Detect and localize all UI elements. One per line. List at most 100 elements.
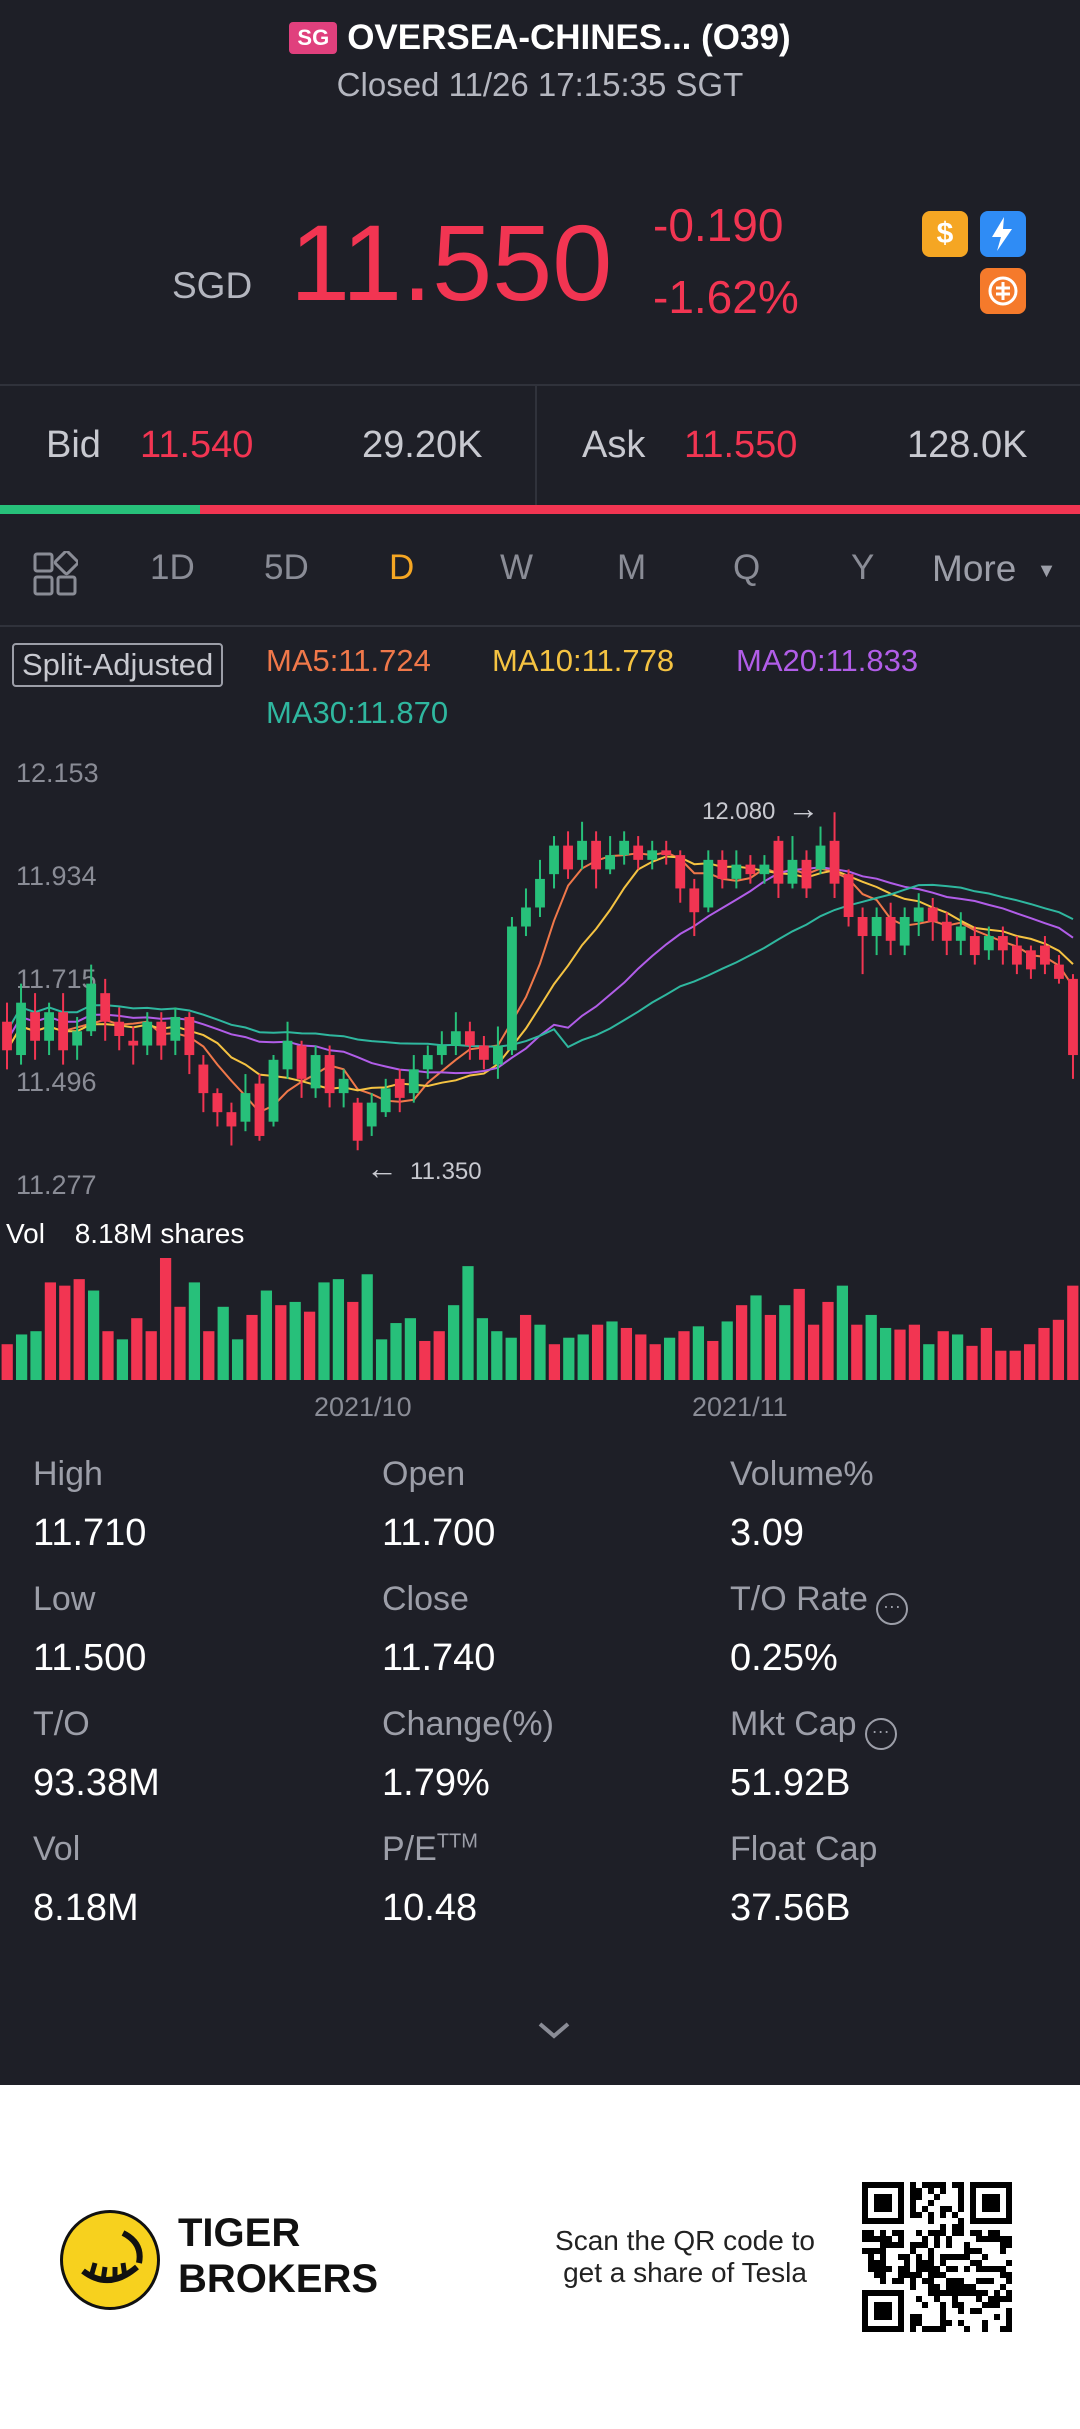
tab-weekly[interactable]: W bbox=[500, 548, 534, 587]
candle bbox=[1068, 974, 1078, 1079]
stat-label: Volume% bbox=[730, 1455, 874, 1493]
brand-line1: TIGER bbox=[178, 2211, 301, 2255]
market-status: Closed 11/26 17:15:35 SGT bbox=[336, 66, 744, 103]
chevron-down-icon: ▼ bbox=[1036, 560, 1057, 582]
volume-bar bbox=[15, 1334, 28, 1380]
volume-bar bbox=[548, 1344, 561, 1380]
info-icon[interactable]: ··· bbox=[875, 1593, 908, 1625]
candle bbox=[1040, 936, 1050, 975]
volume-bar bbox=[894, 1329, 906, 1380]
price-change: -0.190 bbox=[653, 199, 784, 251]
candle bbox=[843, 869, 854, 927]
stat-value: 51.92B bbox=[730, 1762, 851, 1804]
volume-label: Vol 8.18M shares bbox=[6, 1218, 244, 1250]
tab-monthly[interactable]: M bbox=[617, 548, 647, 587]
candle bbox=[745, 855, 756, 884]
stat-label: Open bbox=[382, 1455, 466, 1493]
candle bbox=[114, 1007, 125, 1051]
tab-5d[interactable]: 5D bbox=[264, 548, 309, 587]
candle bbox=[591, 831, 602, 889]
expand-chevron-icon[interactable] bbox=[534, 2018, 574, 2047]
volume-bar bbox=[347, 1301, 359, 1380]
y-tick: 11.496 bbox=[16, 1067, 97, 1097]
app-background bbox=[0, 0, 1080, 2085]
candle bbox=[899, 907, 910, 956]
candle bbox=[773, 836, 784, 898]
arrow-left-icon: ← bbox=[366, 1150, 398, 1186]
volume-bar bbox=[721, 1321, 733, 1380]
candle bbox=[605, 836, 616, 875]
tab-daily[interactable]: D bbox=[389, 548, 415, 587]
event-icon-glyph bbox=[988, 276, 1018, 306]
candle bbox=[394, 1069, 405, 1113]
candle bbox=[1011, 936, 1022, 975]
stat-value: 11.500 bbox=[33, 1637, 147, 1679]
volume-bar bbox=[303, 1311, 316, 1380]
stat-label: Mkt Cap ··· bbox=[730, 1705, 897, 1750]
volume-bar bbox=[1067, 1285, 1079, 1380]
volume-bar bbox=[231, 1339, 244, 1380]
volume-bar bbox=[275, 1305, 287, 1380]
split-adjusted-toggle[interactable]: Split-Adjusted bbox=[12, 643, 224, 687]
lightning-icon[interactable] bbox=[980, 211, 1026, 257]
tab-more[interactable]: More ▼ bbox=[932, 548, 1056, 590]
info-icon[interactable]: ··· bbox=[864, 1718, 897, 1750]
tab-1d[interactable]: 1D bbox=[150, 548, 195, 587]
volume-bar bbox=[750, 1295, 762, 1380]
ma30-line bbox=[6, 883, 1074, 1049]
volume-bar bbox=[390, 1323, 402, 1380]
dollar-icon[interactable]: $ bbox=[922, 211, 968, 257]
volume-bar bbox=[591, 1324, 604, 1380]
qr-code-icon[interactable] bbox=[862, 2182, 1012, 2332]
bid-price[interactable]: 11.540 bbox=[140, 424, 254, 466]
chart-layout-icon[interactable] bbox=[32, 549, 80, 602]
currency-label: SGD bbox=[172, 265, 253, 306]
volume-bar bbox=[995, 1350, 1007, 1380]
volume-bar bbox=[865, 1314, 877, 1380]
stat-label: High bbox=[33, 1455, 103, 1493]
candle bbox=[857, 907, 868, 975]
volume-bar bbox=[217, 1306, 229, 1380]
volume-bar bbox=[1038, 1327, 1050, 1380]
stat-value: 37.56B bbox=[730, 1887, 851, 1929]
event-icon[interactable] bbox=[980, 268, 1026, 314]
candle bbox=[913, 893, 924, 937]
volume-bar bbox=[951, 1334, 964, 1380]
candle bbox=[86, 964, 97, 1037]
volume-bar bbox=[260, 1290, 273, 1380]
volume-bar bbox=[779, 1305, 791, 1380]
volume-bar bbox=[822, 1301, 834, 1380]
divider bbox=[0, 625, 1080, 627]
candle bbox=[647, 840, 658, 870]
candle bbox=[507, 916, 517, 1056]
candle bbox=[941, 912, 952, 956]
qr-caption-line2: get a share of Tesla bbox=[563, 2257, 807, 2288]
volume-bar bbox=[563, 1337, 575, 1380]
stat-value: 11.700 bbox=[382, 1512, 496, 1554]
last-price: 11.550 bbox=[290, 202, 613, 323]
volume-bar bbox=[707, 1340, 719, 1380]
volume-bar bbox=[692, 1326, 705, 1380]
volume-chart[interactable] bbox=[0, 1252, 1080, 1384]
stat-value: 0.25% bbox=[730, 1637, 838, 1679]
candle bbox=[717, 850, 728, 889]
volume-bar bbox=[419, 1340, 431, 1380]
candle bbox=[198, 1055, 209, 1113]
volume-bar bbox=[908, 1324, 921, 1380]
tab-yearly[interactable]: Y bbox=[851, 548, 875, 587]
candlestick-chart[interactable] bbox=[0, 760, 1080, 1220]
ma10-label: MA10:11.778 bbox=[492, 643, 675, 678]
volume-bar bbox=[174, 1306, 186, 1380]
price-change-percent: -1.62% bbox=[653, 271, 799, 323]
volume-bar bbox=[678, 1331, 690, 1380]
ma5-label: MA5:11.724 bbox=[266, 643, 431, 678]
ask-price[interactable]: 11.550 bbox=[684, 424, 798, 466]
candle bbox=[927, 897, 938, 941]
stat-label: T/O Rate ··· bbox=[730, 1580, 908, 1625]
candle bbox=[310, 1045, 321, 1098]
candle bbox=[983, 926, 994, 960]
volume-value: 8.18M shares bbox=[74, 1218, 245, 1249]
stock-title: SG OVERSEA-CHINES... (O39) bbox=[0, 18, 1080, 58]
candle bbox=[282, 1021, 293, 1079]
tab-quarterly[interactable]: Q bbox=[733, 548, 761, 587]
